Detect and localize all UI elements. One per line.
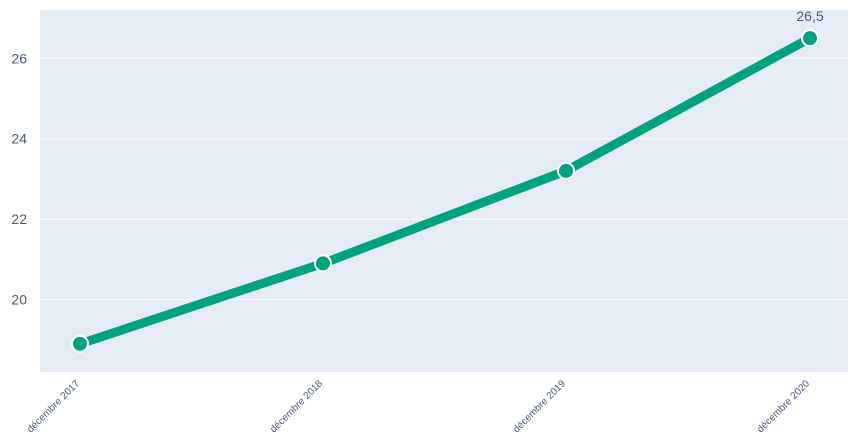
x-tick-label: décembre 2020 [755,378,812,435]
y-tick-label: 22 [11,211,27,227]
data-point [557,161,575,180]
data-point [314,254,332,273]
x-tick-label: décembre 2019 [511,378,568,435]
y-tick-label: 24 [11,131,27,147]
data-labels: 26,5 [796,8,823,24]
data-label: 26,5 [796,8,823,24]
data-points [71,29,819,353]
y-tick-label: 20 [11,292,27,308]
x-tick-label: décembre 2018 [268,378,325,435]
y-axis-ticks: 20 22 24 26 [11,50,27,307]
x-axis-ticks: décembre 2017 décembre 2018 décembre 2019 d… [25,378,812,435]
data-point [801,29,819,48]
y-tick-label: 26 [11,50,27,66]
x-tick-label: décembre 2017 [25,378,82,435]
data-point [71,334,89,353]
series-line [75,33,815,349]
